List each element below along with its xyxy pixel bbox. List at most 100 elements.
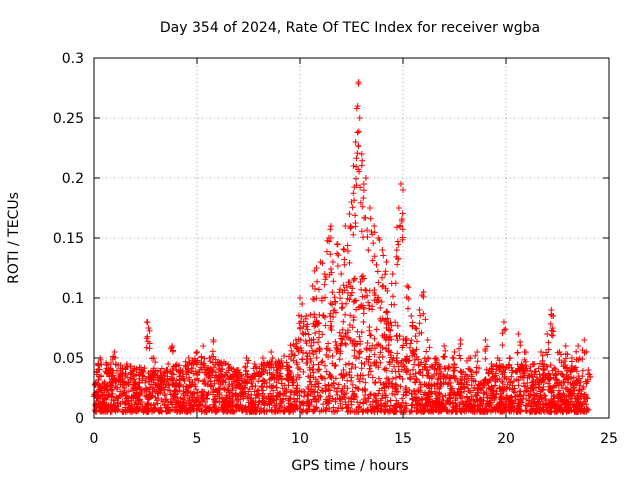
data-point — [418, 408, 425, 415]
data-point — [180, 390, 187, 397]
data-point — [456, 352, 463, 359]
data-point — [521, 383, 528, 390]
data-point — [327, 372, 334, 379]
data-point — [477, 385, 484, 392]
data-point — [406, 374, 413, 381]
data-point — [327, 265, 334, 272]
data-point-peak — [397, 181, 404, 187]
data-point — [355, 80, 362, 87]
data-point — [572, 364, 579, 371]
data-point-peak — [500, 319, 507, 325]
data-point — [564, 379, 571, 386]
data-point — [325, 340, 332, 347]
data-point — [290, 352, 297, 359]
data-point — [450, 355, 457, 362]
data-point — [515, 377, 522, 384]
data-point — [201, 376, 208, 383]
data-point — [539, 387, 546, 394]
data-point — [311, 311, 318, 318]
data-point — [225, 407, 232, 414]
data-point — [417, 312, 424, 319]
data-point-peak — [299, 301, 306, 307]
data-point — [493, 391, 500, 398]
data-point — [494, 406, 501, 413]
data-point — [357, 184, 364, 191]
data-point — [505, 376, 512, 383]
data-point — [347, 223, 354, 230]
data-point — [253, 364, 260, 371]
data-point — [139, 368, 146, 375]
data-point — [567, 387, 574, 394]
data-point — [184, 408, 191, 415]
data-point — [412, 333, 419, 340]
data-point — [423, 399, 430, 406]
data-point — [457, 368, 464, 375]
data-point — [339, 326, 346, 333]
data-point — [269, 355, 276, 362]
data-point — [246, 408, 253, 415]
data-point — [517, 364, 524, 371]
data-point — [97, 356, 104, 363]
data-point — [329, 352, 336, 359]
data-point — [344, 327, 351, 334]
data-point — [496, 376, 503, 382]
data-point — [353, 355, 360, 362]
data-point — [434, 356, 441, 363]
data-point — [551, 395, 558, 402]
data-point — [273, 384, 280, 391]
data-point — [345, 360, 352, 367]
data-point — [509, 369, 516, 376]
data-point — [101, 401, 108, 408]
data-point — [412, 370, 419, 377]
data-point — [413, 353, 420, 360]
data-point — [568, 366, 575, 373]
data-point — [535, 381, 542, 388]
data-point — [342, 311, 349, 318]
data-point — [356, 378, 363, 385]
data-point — [489, 370, 496, 377]
data-point — [348, 224, 355, 231]
data-point — [367, 390, 374, 397]
data-point — [336, 395, 343, 402]
data-point — [394, 238, 401, 245]
data-point — [569, 390, 576, 397]
data-point — [359, 272, 366, 279]
data-point — [318, 374, 325, 381]
data-point — [338, 340, 345, 347]
data-point — [104, 361, 111, 368]
data-point — [531, 399, 538, 406]
data-point — [410, 348, 417, 355]
data-point — [353, 406, 360, 413]
data-point — [391, 363, 398, 370]
data-point — [209, 359, 216, 366]
data-point — [333, 388, 340, 395]
data-point — [425, 391, 432, 398]
data-point — [415, 356, 422, 363]
data-point — [359, 203, 366, 210]
data-point — [245, 388, 252, 395]
data-point — [532, 408, 539, 415]
data-point — [505, 407, 512, 414]
data-point — [311, 323, 318, 330]
data-point — [158, 365, 165, 372]
data-point — [580, 393, 587, 400]
data-point — [329, 289, 336, 296]
data-point — [525, 372, 532, 379]
data-point — [319, 331, 326, 338]
data-point — [587, 373, 594, 380]
data-point — [441, 364, 448, 371]
data-point — [359, 372, 366, 379]
data-point — [168, 375, 175, 382]
data-point — [322, 382, 329, 389]
data-point — [98, 361, 105, 368]
data-point — [493, 362, 500, 369]
data-point — [108, 408, 115, 415]
y-axis-label: ROTI / TECUs — [6, 192, 22, 284]
data-point-peak — [354, 103, 361, 109]
data-point — [215, 406, 222, 413]
data-point — [106, 369, 113, 376]
data-point — [112, 382, 119, 389]
data-point — [523, 365, 530, 372]
data-point — [150, 365, 157, 372]
data-point — [281, 408, 288, 415]
